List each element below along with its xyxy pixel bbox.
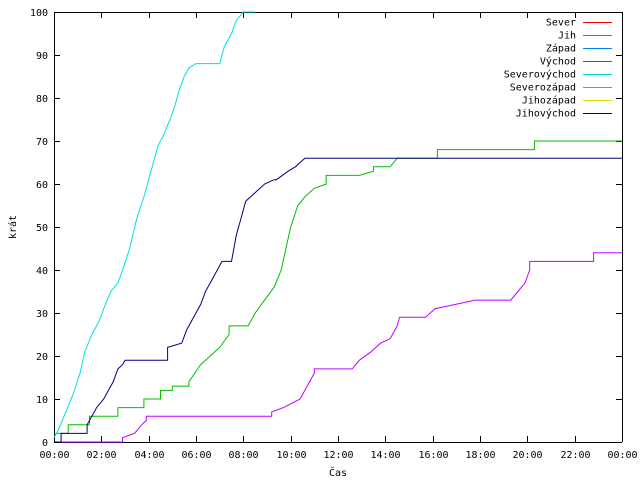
x-tick-label: 04:00 [134,450,164,461]
series-line-jihovychod [54,157,622,443]
legend-label-jih: Jih [558,31,576,42]
y-tick-label: 90 [36,51,48,62]
y-tick-label: 0 [42,438,48,449]
x-tick-label: 18:00 [465,450,495,461]
y-tick-label: 30 [36,309,48,320]
x-tick-label: 06:00 [181,450,211,461]
x-tick-label: 22:00 [560,450,590,461]
legend-label-severozapad: Severozápad [510,82,576,94]
x-ticks: 00:00 02:00 04:00 06:00 08:00 10:00 12:00 14:00… [39,12,638,461]
y-tick-label: 70 [36,137,48,148]
y-tick-label: 60 [36,180,48,191]
x-tick-label: 20:00 [512,450,542,461]
series-line-severovychod [53,11,256,438]
x-tick-label: 02:00 [86,450,116,461]
series-line-jih [54,140,622,434]
y-tick-label: 20 [36,352,48,363]
y-ticks: 0 10 20 30 40 50 60 70 80 90 100 [30,8,622,449]
series-lines [53,11,622,443]
legend-label-severovychod: Severovýchod [504,69,576,81]
legend: Sever JihZápadVýchodSeverovýchodSeverozáp… [504,18,612,120]
legend-label-sever: Sever [546,18,576,29]
y-tick-label: 100 [30,8,48,19]
y-tick-label: 40 [36,266,48,277]
y-tick-label: 10 [36,395,48,406]
x-tick-label: 16:00 [418,450,448,461]
y-tick-label: 50 [36,223,48,234]
x-tick-label: 12:00 [323,450,353,461]
y-axis-label: krát [7,215,19,239]
legend-label-vychod: Východ [540,56,576,68]
x-tick-label: 00:00 [607,450,637,461]
series-line-vychod [54,252,622,443]
x-tick-label: 10:00 [276,450,306,461]
x-tick-label: 08:00 [228,450,258,461]
legend-label-jihovychod: Jihovýchod [516,108,576,120]
x-tick-label: 14:00 [370,450,400,461]
x-tick-label: 00:00 [39,450,69,461]
legend-label-zapad: Západ [546,43,576,55]
legend-label-jihozapad: Jihozápad [522,95,576,107]
x-axis-label: Čas [329,466,347,479]
y-tick-label: 80 [36,94,48,105]
